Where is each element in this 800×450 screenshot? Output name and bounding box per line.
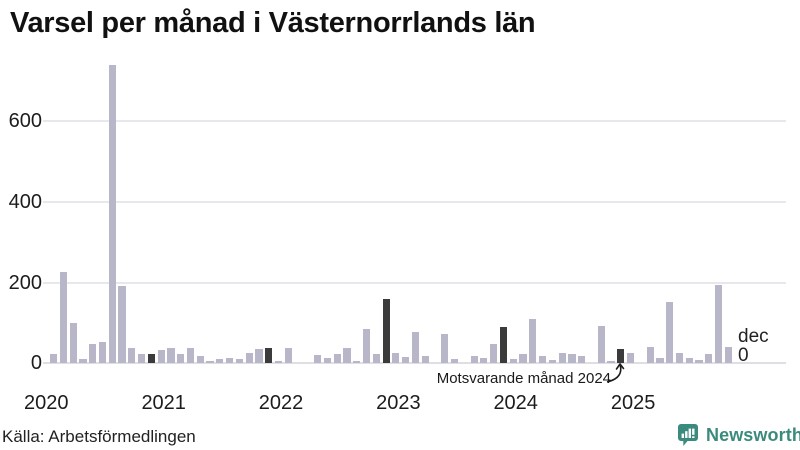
x-tick-label-2022: 2022 [258,392,304,414]
bar-2023-jun [441,334,449,364]
bar-2022-feb [284,348,292,364]
source-note: Källa: Arbetsförmedlingen [2,427,196,446]
bar-2024-nov [607,360,615,364]
bar-2020-dec [147,354,155,364]
y-tick-label-0: 0 [30,352,42,375]
brand-name: Newsworthy [706,424,800,445]
gridline-y-200 [43,281,786,284]
bar-2020-okt [128,348,136,364]
bar-2024-feb [519,354,527,364]
x-tick-label-2024: 2024 [493,392,538,414]
bar-2020-jul [98,341,107,364]
latest-month-label: dec [738,326,769,347]
bar-2024-jul [568,354,576,364]
bar-2025-nov [724,347,732,364]
bar-2023-jan [392,353,400,364]
bar-2021-okt [245,353,253,364]
bar-2020-jun [89,344,97,364]
x-tick-label-2020: 2020 [24,392,69,414]
annotation-arrow-icon [606,363,625,383]
bar-2025-jul [685,358,693,364]
bar-2022-jun [323,357,331,364]
bar-2020-nov [138,354,146,364]
y-tick-label-400: 400 [8,190,42,213]
bar-2024-apr [538,355,547,364]
bar-2023-apr [421,356,429,364]
bar-2023-mar [411,331,420,364]
bar-2023-nov [490,344,498,364]
bar-2022-maj [314,355,322,364]
bar-2020-mar [59,271,67,364]
bar-2023-okt [480,357,488,364]
bar-2020-apr [69,322,77,364]
gridline-y-600 [43,120,786,123]
bar-2023-sep [470,356,478,364]
bar-2021-dec [265,347,273,364]
bar-2022-nov [372,354,380,364]
bar-2025-jun [675,353,684,364]
bar-2025-jan [627,353,635,364]
bar-2024-jan [509,359,517,364]
y-tick-label-200: 200 [8,271,42,294]
bar-2022-aug [343,348,351,364]
bar-2021-jul [216,358,224,364]
brand-logo[interactable]: Newsworthy [677,423,800,447]
bar-2025-mar [646,347,654,364]
bar-2020-maj [79,359,87,364]
bar-2022-jan [274,361,283,364]
bar-2025-maj [666,302,674,364]
bar-2021-jan [157,350,165,364]
bar-2024-dec [617,348,625,364]
bar-2022-sep [353,360,361,364]
bar-2021-mar [177,354,185,364]
bar-2025-okt [715,284,723,364]
bar-2021-aug [226,358,234,364]
bar-2023-jul [450,359,459,364]
x-tick-label-2023: 2023 [376,392,421,414]
bar-2024-mar [529,318,537,364]
latest-value-label: 0 [738,345,749,366]
gridline-y-0 [43,362,786,365]
bar-2021-jun [206,361,214,364]
x-tick-label-2025: 2025 [610,392,656,414]
x-tick-label-2021: 2021 [141,392,186,414]
bar-2025-apr [656,358,664,364]
bar-2023-dec [499,327,508,364]
bar-2024-maj [548,360,556,364]
bar-2021-apr [186,348,195,364]
annotation-text: Motsvarande månad 2024 [436,370,611,387]
bar-2025-aug [695,360,703,364]
bar-2020-aug [108,64,116,364]
bar-2022-jul [333,354,341,364]
bar-2021-nov [255,348,263,364]
bar-2021-sep [235,358,243,364]
chart-title: Varsel per månad i Västernorrlands län [10,7,536,39]
bar-2022-dec [382,298,390,364]
bar-2020-feb [49,354,58,364]
gridline-y-400 [43,200,786,203]
bar-2024-okt [597,326,605,364]
bar-2021-feb [167,347,175,364]
bar-2020-sep [118,285,126,364]
bar-2021-maj [196,356,204,364]
bar-2025-sep [705,354,713,364]
bar-2024-jun [558,353,566,364]
bar-2023-feb [402,357,410,364]
newsworthy-icon [678,424,698,446]
bar-2024-aug [578,355,586,364]
y-tick-label-600: 600 [8,110,42,133]
bar-2022-okt [362,329,371,364]
